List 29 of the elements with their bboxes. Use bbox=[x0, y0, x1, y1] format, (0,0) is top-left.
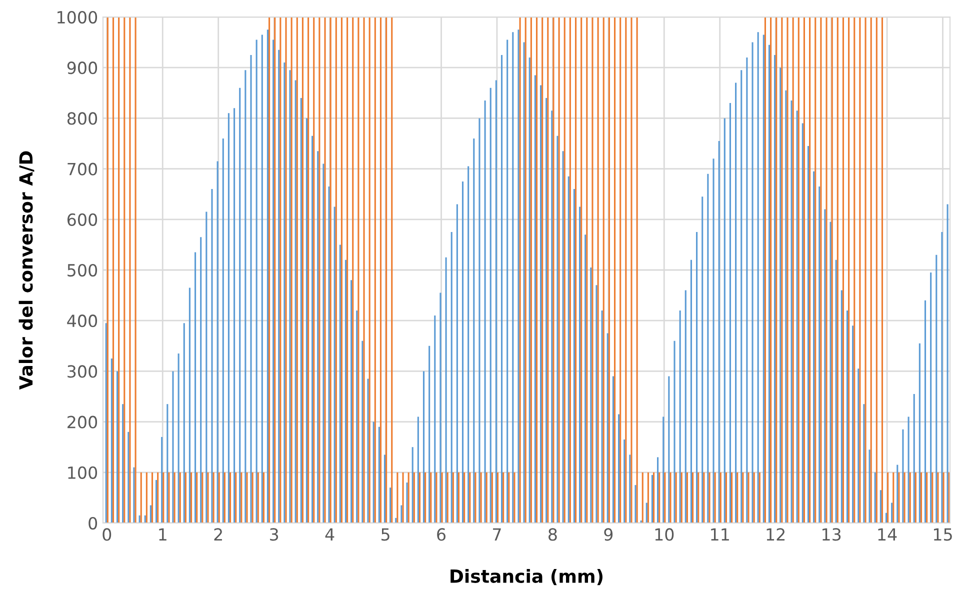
x-tick-label: 9 bbox=[604, 528, 613, 541]
y-tick-label: 700 bbox=[68, 162, 98, 176]
y-tick-label: 0 bbox=[88, 516, 98, 530]
y-tick-label: 200 bbox=[68, 416, 98, 428]
y-tick-label: 900 bbox=[67, 62, 98, 74]
y-tick-label: 100 bbox=[68, 466, 98, 479]
x-tick-label: 8 bbox=[548, 528, 557, 541]
x-tick-label: 1 bbox=[159, 528, 166, 541]
x-tick-label: 0 bbox=[102, 528, 112, 541]
x-tick-label: 7 bbox=[493, 528, 501, 541]
y-tick-label: 400 bbox=[67, 314, 98, 328]
x-axis-title: Distancia (mm) bbox=[450, 568, 602, 586]
x-tick-label: 12 bbox=[766, 528, 785, 541]
x-tick-label: 3 bbox=[270, 528, 278, 541]
y-tick-label: 800 bbox=[67, 112, 98, 125]
x-tick-label: 14 bbox=[878, 528, 897, 541]
x-tick-label: 6 bbox=[437, 528, 446, 541]
x-tick-label: 4 bbox=[325, 528, 334, 541]
x-tick-label: 10 bbox=[655, 528, 674, 541]
y-tick-label: 1000 bbox=[58, 10, 98, 24]
y-tick-label: 300 bbox=[68, 365, 98, 378]
y-axis-title: Valor del conversor A/D bbox=[18, 151, 34, 390]
x-tick-label: 11 bbox=[711, 528, 729, 541]
x-tick-label: 2 bbox=[214, 528, 222, 541]
x-tick-label: 5 bbox=[382, 528, 390, 541]
x-tick-label: 13 bbox=[822, 528, 841, 541]
y-tick-label: 600 bbox=[67, 213, 98, 226]
y-tick-label: 500 bbox=[68, 264, 98, 277]
x-tick-label: 15 bbox=[934, 528, 952, 541]
